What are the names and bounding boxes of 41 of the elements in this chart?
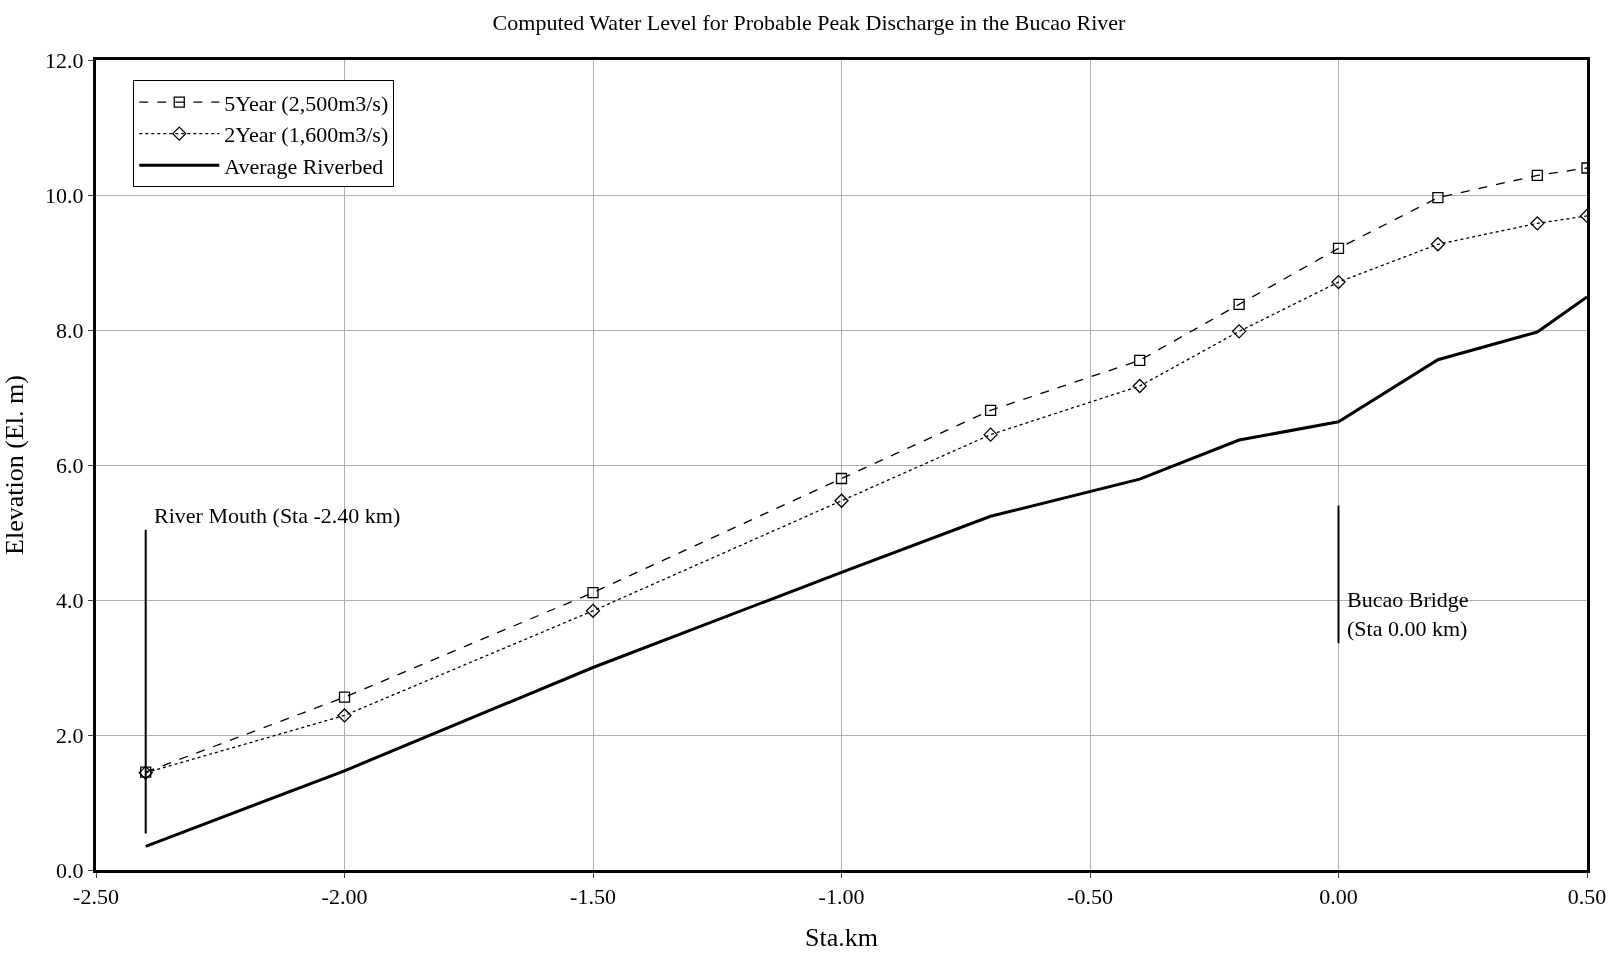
y-tick-label: 10.0 xyxy=(45,182,84,208)
y-tick-label: 6.0 xyxy=(56,452,84,478)
ref-line-label: Bucao Bridge (Sta 0.00 km) xyxy=(1347,587,1469,641)
ref-line-label: River Mouth (Sta -2.40 km) xyxy=(154,503,401,528)
line-series xyxy=(144,295,1587,848)
point xyxy=(1531,169,1543,182)
legend-label: 2Year (1,600m3/s) xyxy=(224,122,389,148)
y-tick-label: 8.0 xyxy=(56,317,84,343)
x-tick-label: -1.00 xyxy=(818,884,865,910)
x-tick-label: -2.50 xyxy=(73,884,119,910)
point xyxy=(1530,216,1545,231)
point xyxy=(1132,378,1147,394)
point xyxy=(835,472,848,485)
point xyxy=(587,586,599,599)
x-axis-title: Sta.km xyxy=(805,923,878,953)
x-tick-label: 0.50 xyxy=(1567,884,1607,910)
y-axis-title: Elevation (El. m) xyxy=(0,375,29,555)
point xyxy=(338,691,351,703)
y-tick-label: 0.0 xyxy=(56,857,84,883)
y-tick-label: 4.0 xyxy=(56,587,84,613)
y-tick-label: 2.0 xyxy=(56,722,84,748)
legend-label: Average Riverbed xyxy=(224,153,384,179)
legend-label: 5Year (2,500m3/s) xyxy=(224,90,389,116)
point xyxy=(1332,242,1345,254)
x-tick-label: 0.00 xyxy=(1319,884,1358,910)
chart-title: Computed Water Level for Probable Peak Discharge in the Bucao River xyxy=(492,9,1127,35)
point xyxy=(1331,274,1346,290)
point xyxy=(834,493,849,508)
point xyxy=(1233,298,1245,310)
point xyxy=(1134,354,1146,367)
point xyxy=(1231,324,1247,339)
x-tick-label: -1.50 xyxy=(570,884,616,910)
y-tick-label: 12.0 xyxy=(45,47,84,73)
x-tick-label: -2.00 xyxy=(321,884,368,910)
point xyxy=(984,404,997,416)
point xyxy=(983,427,998,442)
point xyxy=(585,603,601,618)
point xyxy=(1430,237,1446,252)
point xyxy=(1432,192,1444,204)
x-tick-label: -0.50 xyxy=(1067,884,1113,910)
point xyxy=(337,708,352,723)
